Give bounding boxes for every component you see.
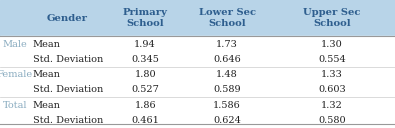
Text: Total: Total <box>2 101 27 110</box>
Text: Lower Sec
School: Lower Sec School <box>199 8 256 28</box>
Text: 0.646: 0.646 <box>213 55 241 64</box>
Text: Std. Deviation: Std. Deviation <box>33 55 103 64</box>
Text: 0.624: 0.624 <box>213 116 241 125</box>
Text: Male: Male <box>2 40 27 49</box>
Text: 0.554: 0.554 <box>318 55 346 64</box>
Text: Upper Sec
School: Upper Sec School <box>303 8 361 28</box>
Text: 1.48: 1.48 <box>216 70 238 79</box>
Text: Mean: Mean <box>33 101 61 110</box>
Text: Mean: Mean <box>33 70 61 79</box>
Text: 1.32: 1.32 <box>321 101 343 110</box>
Text: Primary
School: Primary School <box>123 8 167 28</box>
Text: Std. Deviation: Std. Deviation <box>33 85 103 94</box>
Text: 0.589: 0.589 <box>213 85 241 94</box>
Text: Std. Deviation: Std. Deviation <box>33 116 103 125</box>
Text: Gender: Gender <box>47 14 88 23</box>
Text: Female: Female <box>0 70 33 79</box>
Text: 0.461: 0.461 <box>131 116 159 125</box>
Text: 1.33: 1.33 <box>321 70 343 79</box>
Text: 1.30: 1.30 <box>321 40 343 49</box>
Text: 0.527: 0.527 <box>131 85 159 94</box>
Text: 0.345: 0.345 <box>131 55 159 64</box>
Text: 0.580: 0.580 <box>318 116 346 125</box>
Text: 1.86: 1.86 <box>134 101 156 110</box>
Bar <box>0 0 395 36</box>
Text: 1.586: 1.586 <box>213 101 241 110</box>
Text: Mean: Mean <box>33 40 61 49</box>
Text: 1.73: 1.73 <box>216 40 238 49</box>
Bar <box>0 36 395 128</box>
Text: 0.603: 0.603 <box>318 85 346 94</box>
Text: 1.80: 1.80 <box>134 70 156 79</box>
Text: 1.94: 1.94 <box>134 40 156 49</box>
